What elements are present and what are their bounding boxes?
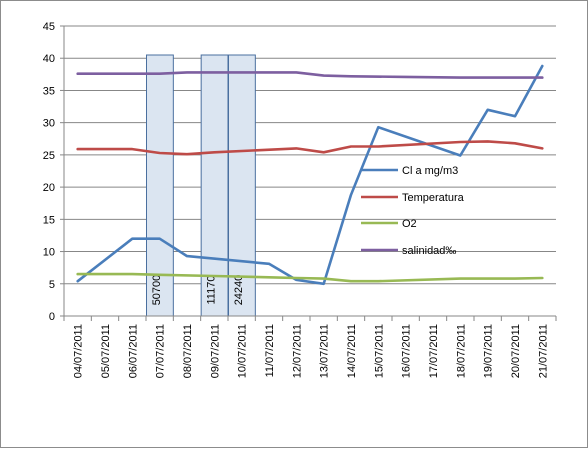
x-tick-label: 18/07/2011 bbox=[455, 324, 467, 378]
x-tick-label: 04/07/2011 bbox=[73, 324, 85, 378]
legend-label: Cl a mg/m3 bbox=[402, 165, 458, 177]
annotation-box bbox=[146, 54, 174, 317]
annotation-label: 24240 bbox=[233, 275, 245, 306]
x-tick-label: 05/07/2011 bbox=[100, 324, 112, 378]
x-tick-label: 16/07/2011 bbox=[401, 324, 413, 378]
series-line bbox=[76, 140, 544, 156]
axes: 0 5 10 15 20 25 30 35 40 45 04/07/2011 05/07/2011 06… bbox=[43, 21, 557, 378]
x-tick-label: 19/07/2011 bbox=[483, 324, 495, 378]
annotation-label: 11170 bbox=[206, 276, 218, 305]
y-tick-label: 30 bbox=[43, 118, 55, 130]
y-tick-label: 10 bbox=[43, 247, 55, 259]
legend-label: Temperatura bbox=[402, 192, 465, 204]
series-line bbox=[76, 71, 544, 79]
x-tick-label: 14/07/2011 bbox=[346, 324, 358, 378]
y-tick-label: 15 bbox=[43, 214, 55, 226]
y-tick-label: 0 bbox=[49, 311, 55, 323]
y-tick-label: 5 bbox=[49, 279, 55, 291]
y-tick-label: 40 bbox=[43, 53, 55, 65]
series-lines bbox=[76, 64, 544, 286]
x-tick-label: 09/07/2011 bbox=[209, 324, 221, 378]
legend: Cl a mg/m3 Temperatura O2 salinidad‰ bbox=[361, 165, 465, 257]
x-tick-label: 17/07/2011 bbox=[428, 324, 440, 378]
y-tick-label: 25 bbox=[43, 150, 55, 162]
x-tick-label: 11/07/2011 bbox=[264, 324, 276, 377]
x-tick-label: 07/07/2011 bbox=[155, 324, 167, 378]
legend-label: O2 bbox=[402, 218, 417, 230]
annotation-label: 50700 bbox=[151, 275, 163, 306]
x-tick-label: 20/07/2011 bbox=[510, 324, 522, 378]
x-tick-label: 21/07/2011 bbox=[537, 324, 549, 378]
x-tick-label: 13/07/2011 bbox=[319, 324, 331, 378]
series-line bbox=[76, 64, 544, 286]
y-tick-label: 20 bbox=[43, 182, 55, 194]
gridlines bbox=[64, 25, 556, 317]
x-tick-label: 06/07/2011 bbox=[127, 324, 139, 378]
x-tick-label: 08/07/2011 bbox=[182, 324, 194, 378]
y-tick-label: 35 bbox=[43, 85, 55, 97]
series-line bbox=[76, 272, 544, 283]
x-tick-label: 10/07/2011 bbox=[237, 324, 249, 378]
legend-label: salinidad‰ bbox=[402, 245, 456, 257]
x-tick-label: 12/07/2011 bbox=[291, 324, 303, 378]
y-tick-label: 45 bbox=[43, 21, 55, 33]
annotation-boxes: 50700 11170 24240 bbox=[146, 54, 256, 317]
x-tick-label: 15/07/2011 bbox=[373, 324, 385, 378]
